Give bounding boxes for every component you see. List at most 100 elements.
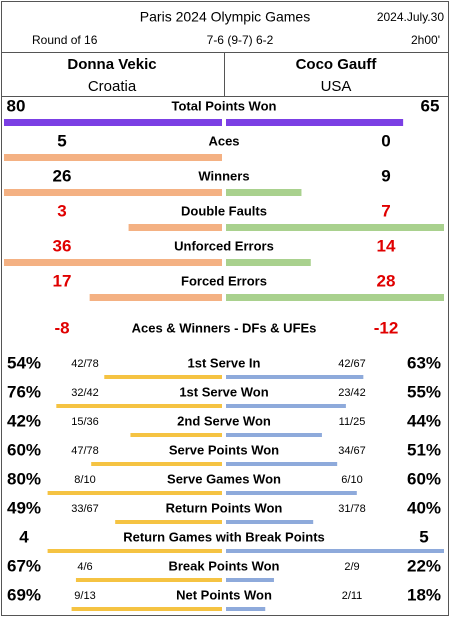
stat-label: Aces & Winners - DFs & UFEs — [132, 320, 317, 335]
right-bar — [226, 520, 314, 524]
duration: 2h00' — [411, 33, 440, 47]
title: Paris 2024 Olympic Games — [140, 9, 310, 25]
right-value: 60% — [407, 469, 441, 488]
right-bar — [226, 189, 302, 196]
right-detail: 23/42 — [338, 387, 366, 399]
player-name: Donna Vekic — [67, 56, 156, 73]
left-value: -8 — [54, 318, 69, 337]
stat-label: Break Points Won — [168, 558, 279, 573]
left-value: 69% — [7, 585, 41, 604]
right-detail: 42/67 — [338, 358, 366, 370]
right-detail: 11/25 — [339, 416, 366, 428]
left-value: 67% — [7, 556, 41, 575]
left-bar — [47, 491, 222, 495]
right-value: 44% — [407, 411, 441, 430]
left-value: 26 — [53, 166, 72, 185]
right-value: 18% — [407, 585, 441, 604]
stat-label: Forced Errors — [181, 273, 267, 288]
left-detail: 33/67 — [71, 503, 99, 515]
stat-label: Serve Games Won — [167, 471, 281, 486]
right-detail: 34/67 — [338, 445, 366, 457]
right-bar — [226, 607, 266, 611]
date: 2024.July.30 — [377, 10, 444, 24]
right-value: 28 — [377, 271, 396, 290]
right-value: -12 — [374, 318, 399, 337]
right-bar — [226, 404, 346, 408]
left-value: 36 — [53, 236, 72, 255]
right-value: 22% — [407, 556, 441, 575]
left-value: 80 — [7, 96, 26, 115]
right-value: 51% — [407, 440, 441, 459]
left-bar — [4, 119, 222, 126]
left-bar — [128, 224, 222, 231]
right-detail: 2/9 — [344, 561, 359, 573]
right-bar — [226, 549, 444, 553]
left-value: 5 — [57, 131, 66, 150]
left-bar — [130, 433, 222, 437]
left-bar — [4, 259, 222, 266]
score: 7-6 (9-7) 6-2 — [207, 33, 274, 47]
left-detail: 42/78 — [71, 358, 99, 370]
right-value: 14 — [377, 236, 396, 255]
stat-label: Double Faults — [181, 203, 267, 218]
left-value: 80% — [7, 469, 41, 488]
stat-label: Return Points Won — [166, 500, 283, 515]
round: Round of 16 — [32, 33, 98, 47]
stat-label: Aces — [208, 133, 239, 148]
left-bar — [89, 294, 223, 301]
left-value: 49% — [7, 498, 41, 517]
right-value: 7 — [381, 201, 390, 220]
stat-label: Unforced Errors — [174, 238, 274, 253]
left-value: 4 — [19, 527, 29, 546]
right-value: 55% — [407, 382, 441, 401]
right-bar — [226, 294, 444, 301]
left-detail: 8/10 — [74, 474, 95, 486]
right-detail: 2/11 — [342, 590, 363, 602]
left-bar — [91, 462, 222, 466]
stat-label: 1st Serve Won — [179, 384, 268, 399]
stat-label: Serve Points Won — [169, 442, 279, 457]
left-bar — [4, 189, 222, 196]
left-value: 76% — [7, 382, 41, 401]
left-bar — [4, 154, 222, 161]
right-detail: 6/10 — [341, 474, 362, 486]
player-country: USA — [321, 78, 352, 95]
right-bar — [226, 433, 322, 437]
right-bar — [226, 375, 364, 379]
right-bar — [226, 462, 338, 466]
stat-label: 1st Serve In — [188, 355, 261, 370]
left-value: 42% — [7, 411, 41, 430]
left-bar — [47, 549, 222, 553]
right-value: 5 — [419, 527, 428, 546]
stat-label: Total Points Won — [172, 98, 277, 113]
stat-label: 2nd Serve Won — [177, 413, 271, 428]
left-value: 17 — [53, 271, 72, 290]
right-value: 9 — [381, 166, 390, 185]
left-detail: 47/78 — [71, 445, 99, 457]
right-bar — [226, 259, 311, 266]
left-detail: 32/42 — [71, 387, 99, 399]
right-value: 0 — [381, 131, 390, 150]
right-bar — [226, 119, 404, 126]
right-bar — [226, 224, 444, 231]
right-value: 63% — [407, 353, 441, 372]
player-name: Coco Gauff — [296, 56, 378, 73]
left-bar — [104, 375, 222, 379]
right-bar — [226, 578, 274, 582]
left-bar — [71, 607, 222, 611]
left-value: 3 — [57, 201, 66, 220]
left-bar — [75, 578, 222, 582]
right-bar — [226, 491, 357, 495]
right-value: 65 — [421, 96, 440, 115]
player-country: Croatia — [88, 78, 137, 95]
stat-label: Winners — [198, 168, 249, 183]
left-detail: 9/13 — [74, 590, 95, 602]
left-bar — [115, 520, 222, 524]
left-bar — [56, 404, 222, 408]
stat-label: Return Games with Break Points — [123, 529, 325, 544]
left-detail: 15/36 — [71, 416, 99, 428]
left-value: 54% — [7, 353, 41, 372]
stat-label: Net Points Won — [176, 587, 272, 602]
